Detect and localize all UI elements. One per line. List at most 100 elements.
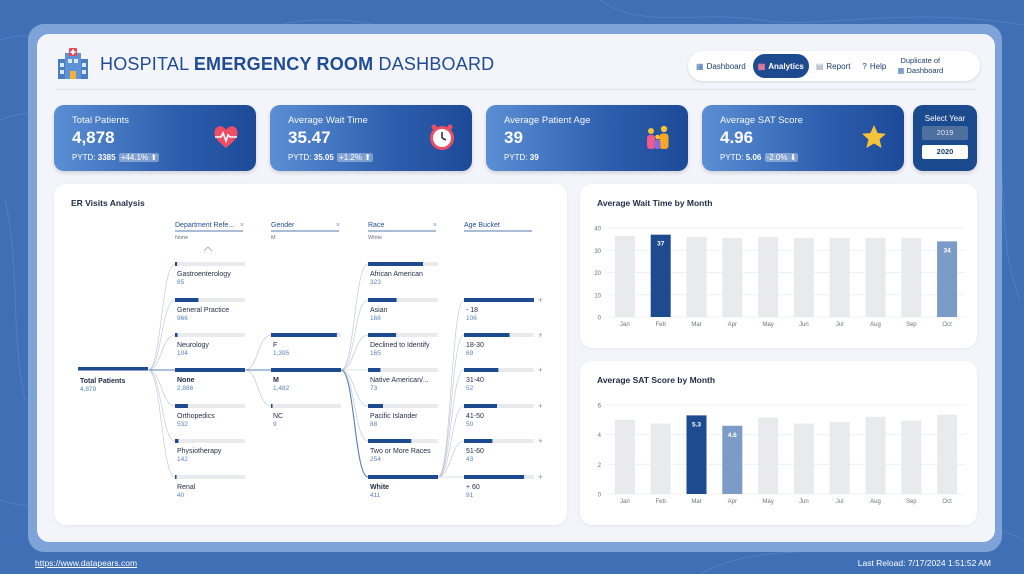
tree-bar[interactable] <box>175 298 199 302</box>
x-tick-label: May <box>762 499 773 505</box>
kpi-change: -2.0% ⬇ <box>764 153 799 162</box>
year-option-2019[interactable]: 2019 <box>922 126 968 140</box>
bar-sep[interactable] <box>901 238 922 317</box>
tree-bar[interactable] <box>368 368 381 372</box>
close-icon[interactable]: × <box>336 222 340 229</box>
tree-connector <box>340 369 369 478</box>
bar-jun[interactable] <box>793 423 814 494</box>
root-value: 4,878 <box>80 386 97 393</box>
bar-may[interactable] <box>758 236 779 317</box>
tree-bar[interactable] <box>175 475 177 479</box>
arrow-up-icon: ⬆ <box>150 153 158 162</box>
year-slicer: Select Year 2019 2020 <box>913 105 977 171</box>
bar-oct[interactable] <box>937 241 958 317</box>
x-tick-label: Apr <box>728 322 737 328</box>
tree-node-label: Gastroenterology <box>177 271 231 278</box>
tree-bar[interactable] <box>175 333 178 337</box>
expand-plus-icon[interactable]: + <box>538 402 543 411</box>
bar-jul[interactable] <box>829 238 850 317</box>
duplicate-dashboard-button[interactable]: Duplicate of ▦ Dashboard <box>893 56 947 76</box>
duplicate-line2: Dashboard <box>906 66 944 75</box>
expand-plus-icon[interactable]: + <box>538 366 543 375</box>
tree-bar[interactable] <box>464 298 534 302</box>
tree-node-value: 411 <box>370 492 381 499</box>
nav-analytics-label: Analytics <box>768 61 804 71</box>
level-header: Age Bucket <box>464 222 500 229</box>
tree-bar[interactable] <box>464 404 498 408</box>
year-option-2020[interactable]: 2020 <box>922 145 968 159</box>
kpi-pytd: PYTD: 5.06 -2.0% ⬇ <box>720 153 799 162</box>
bar-jul[interactable] <box>829 422 850 494</box>
tree-connector <box>244 334 272 371</box>
decomposition-tree[interactable]: Department Refe... × None Gender × M Race × Whit… <box>54 184 567 525</box>
expand-plus-icon[interactable]: + <box>538 437 543 446</box>
tree-bar-track <box>368 298 438 302</box>
expand-plus-icon[interactable]: + <box>538 296 543 305</box>
root-label: Total Patients <box>80 378 125 385</box>
tree-node-value: 106 <box>466 315 477 322</box>
last-reload-text: Last Reload: 7/17/2024 1:51:52 AM <box>857 558 991 568</box>
tree-node-value: 40 <box>177 492 185 499</box>
tree-bar[interactable] <box>368 298 397 302</box>
tree-bar[interactable] <box>271 368 341 372</box>
bar-aug[interactable] <box>865 238 886 317</box>
tree-bar[interactable] <box>464 475 525 479</box>
nav-dashboard-button[interactable]: ▦ Dashboard <box>691 54 751 78</box>
kpi-average-wait-time: Average Wait Time 35.47 PYTD: 35.05 +1.2… <box>270 105 472 171</box>
tree-node-value: 43 <box>466 456 474 463</box>
bar-oct[interactable] <box>937 414 958 494</box>
tree-bar[interactable] <box>464 333 510 337</box>
bar-sep[interactable] <box>901 420 922 494</box>
bar-jun[interactable] <box>793 238 814 317</box>
tree-node-value: 1,395 <box>273 350 290 357</box>
tree-bar[interactable] <box>368 439 412 443</box>
tree-bar[interactable] <box>175 262 178 266</box>
bar-apr[interactable] <box>722 425 743 494</box>
tree-node-label: 41-50 <box>466 413 484 420</box>
bar-jan[interactable] <box>614 419 635 494</box>
tree-connector <box>340 263 369 371</box>
close-icon[interactable]: × <box>240 222 244 229</box>
expand-plus-icon[interactable]: + <box>538 473 543 482</box>
tree-bar[interactable] <box>464 439 493 443</box>
dashboard-icon: ▦ <box>696 61 704 71</box>
chevron-up-icon[interactable] <box>203 246 213 252</box>
bar-may[interactable] <box>758 417 779 494</box>
tree-node-label: F <box>273 342 277 349</box>
tree-bar[interactable] <box>271 333 337 337</box>
bar-feb[interactable] <box>650 423 671 494</box>
bar-data-label: 34 <box>943 247 951 254</box>
tree-bar[interactable] <box>368 333 397 337</box>
tree-bar[interactable] <box>271 404 273 408</box>
close-icon[interactable]: × <box>433 222 437 229</box>
kpi-change: +1.2% ⬆ <box>337 153 373 162</box>
tree-node-value: 323 <box>370 279 381 286</box>
tree-bar[interactable] <box>175 368 245 372</box>
tree-node-value: 532 <box>177 421 188 428</box>
root-bar[interactable] <box>78 367 148 371</box>
nav-report-button[interactable]: ▤ Report <box>811 54 856 78</box>
tree-node-label: + 60 <box>466 484 480 491</box>
bar-apr[interactable] <box>722 238 743 317</box>
tree-bar[interactable] <box>368 262 424 266</box>
tree-bar[interactable] <box>175 404 188 408</box>
tree-bar[interactable] <box>368 404 383 408</box>
footer-link[interactable]: https://www.datapears.com <box>35 558 138 568</box>
nav-analytics-button[interactable]: ▦ Analytics <box>752 54 809 78</box>
x-tick-label: Jun <box>799 499 809 505</box>
kpi-change: +44.1% ⬆ <box>118 153 160 162</box>
bar-mar[interactable] <box>686 415 707 494</box>
tree-bar[interactable] <box>368 475 438 479</box>
expand-plus-icon[interactable]: + <box>538 331 543 340</box>
bar-mar[interactable] <box>686 236 707 317</box>
bar-feb[interactable] <box>650 234 671 317</box>
nav-help-button[interactable]: ? Help <box>857 54 891 78</box>
tree-node-label: Two or More Races <box>370 448 431 455</box>
tree-bar[interactable] <box>464 368 499 372</box>
tree-bar-track <box>464 404 534 408</box>
tree-node-label: General Practice <box>177 307 229 314</box>
bar-jan[interactable] <box>614 235 635 317</box>
level-header: Gender <box>271 222 295 229</box>
bar-aug[interactable] <box>865 416 886 494</box>
tree-bar[interactable] <box>175 439 179 443</box>
